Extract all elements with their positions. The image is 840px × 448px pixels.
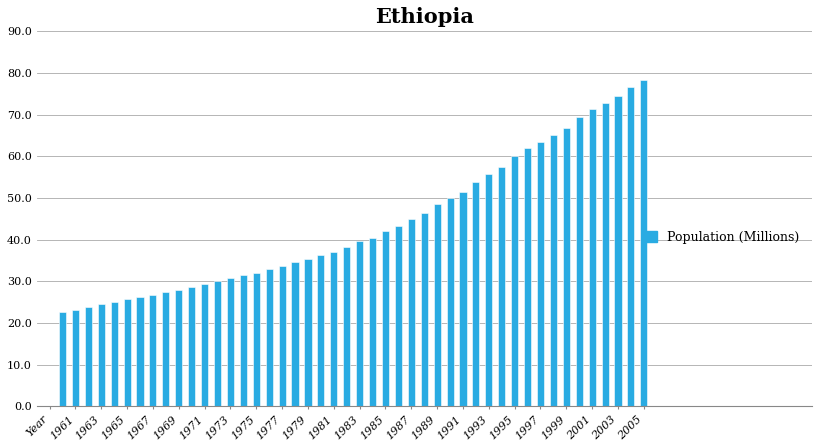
Bar (97, 304, 105, 406)
Bar (614, 96, 622, 406)
Bar (382, 231, 389, 406)
Bar (253, 273, 260, 406)
Bar (214, 281, 221, 406)
Bar (318, 255, 324, 406)
Bar (421, 213, 428, 406)
Bar (433, 204, 441, 406)
Bar (176, 290, 182, 406)
Bar (279, 266, 286, 406)
Bar (369, 238, 376, 406)
Bar (627, 87, 634, 406)
Bar (123, 299, 131, 406)
Bar (550, 135, 557, 406)
Bar (395, 226, 402, 406)
Bar (344, 247, 350, 406)
Bar (486, 174, 492, 406)
Legend: Population (Millions): Population (Millions) (640, 226, 805, 249)
Bar (472, 182, 480, 406)
Bar (59, 312, 66, 406)
Bar (356, 241, 363, 406)
Bar (72, 310, 79, 406)
Bar (304, 259, 312, 406)
Bar (85, 306, 92, 406)
Bar (150, 294, 156, 406)
Bar (227, 278, 234, 406)
Bar (589, 109, 596, 406)
Bar (511, 156, 518, 406)
Bar (447, 198, 454, 406)
Title: Ethiopia: Ethiopia (375, 7, 474, 27)
Bar (330, 252, 338, 406)
Bar (563, 128, 570, 406)
Bar (601, 103, 609, 406)
Bar (265, 269, 273, 406)
Bar (162, 293, 170, 406)
Bar (111, 302, 118, 406)
Bar (188, 288, 195, 406)
Bar (291, 263, 298, 406)
Bar (575, 116, 583, 406)
Bar (498, 167, 506, 406)
Bar (240, 276, 247, 406)
Bar (524, 147, 531, 406)
Bar (136, 297, 144, 406)
Bar (201, 284, 208, 406)
Bar (459, 192, 466, 406)
Bar (640, 81, 648, 406)
Bar (407, 219, 415, 406)
Bar (537, 142, 544, 406)
